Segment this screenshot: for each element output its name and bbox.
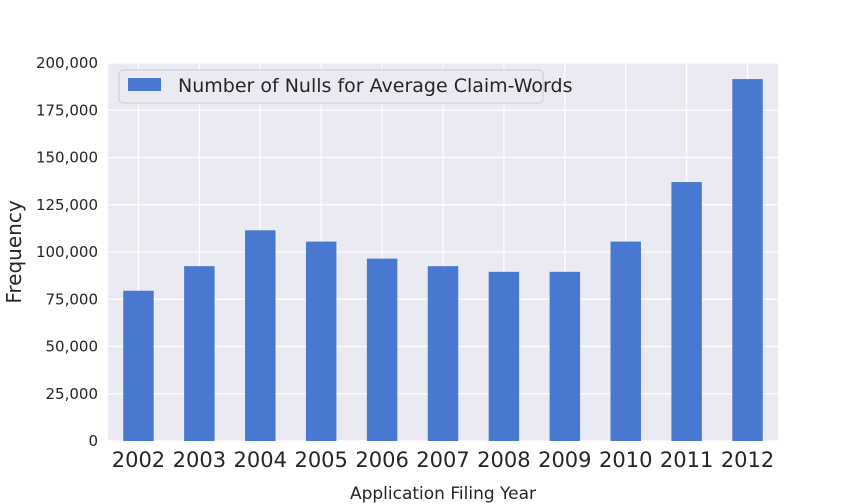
bar-2012 [732,79,763,441]
x-tick-label: 2011 [660,448,713,472]
x-tick-label: 2007 [416,448,469,472]
bar-2006 [366,258,398,441]
y-tick-label: 100,000 [36,243,98,261]
x-tick-label: 2004 [234,448,287,472]
x-tick-label: 2008 [477,448,530,472]
x-tick-label: 2010 [599,448,652,472]
legend-box [118,69,544,104]
bar-2009 [549,271,581,441]
bar-2011 [671,182,702,441]
y-tick-label: 75,000 [46,290,99,308]
bars [123,79,763,441]
x-tick-label: 2002 [112,448,165,472]
legend-swatch [128,78,161,91]
x-tick-label: 2003 [173,448,226,472]
y-tick-label: 175,000 [36,101,98,119]
bar-2007 [427,266,459,441]
y-tick-label: 25,000 [46,385,99,403]
y-axis-label: Frequency [2,200,26,303]
y-tick-label: 200,000 [36,54,98,72]
bar-2005 [305,241,337,441]
x-tick-label: 2012 [721,448,774,472]
y-tick-labels: 0 25,000 50,000 75,000 100,000 125,000 150,000… [36,54,98,450]
legend: Number of Nulls for Average Claim-Words [118,69,573,104]
bar-2008 [488,271,520,441]
y-tick-label: 150,000 [36,149,98,167]
bar-2004 [245,230,276,441]
x-tick-label: 2006 [355,448,408,472]
bar-2003 [184,266,215,441]
x-tick-label: 2009 [538,448,591,472]
x-axis-label: Application Filing Year [350,484,536,504]
x-tick-label: 2005 [294,448,347,472]
legend-label: Number of Nulls for Average Claim-Words [178,75,573,97]
bar-2002 [123,290,154,441]
y-tick-label: 50,000 [46,338,99,356]
y-tick-label: 125,000 [36,196,98,214]
bar-2010 [610,241,641,441]
x-tick-labels: 2002 2003 2004 2005 2006 2007 2008 2009 2010 2011… [112,448,775,472]
y-tick-label: 0 [88,432,98,450]
